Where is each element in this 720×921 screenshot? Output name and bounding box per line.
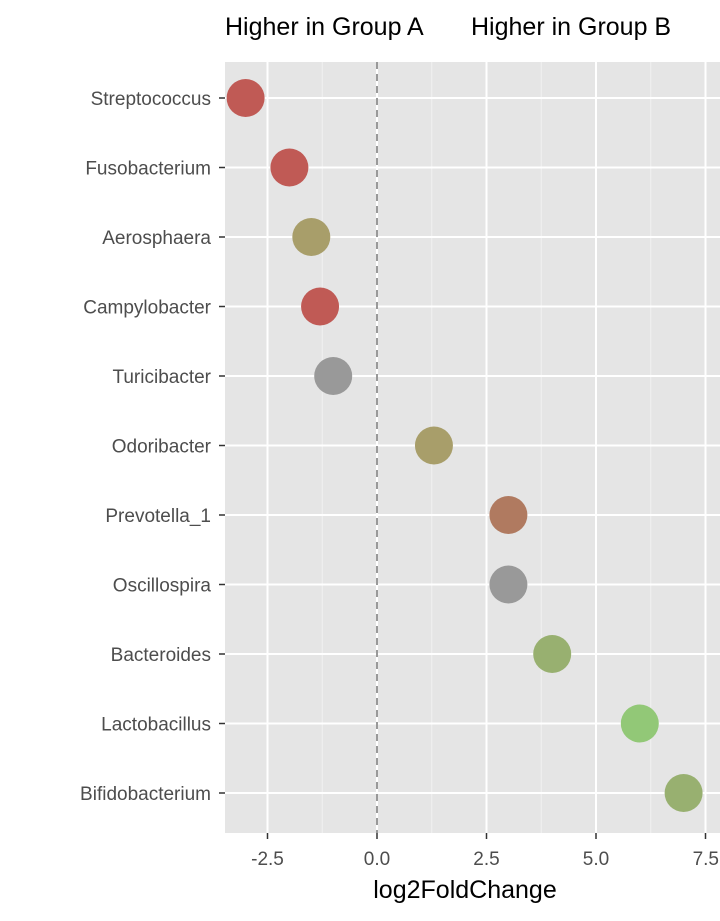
data-point xyxy=(533,635,572,673)
data-point xyxy=(226,79,265,117)
x-tick-label: 7.5 xyxy=(693,849,719,870)
data-point xyxy=(414,426,453,465)
data-point xyxy=(664,774,703,812)
x-axis: -2.5 0.0 2.5 5.0 7.5 xyxy=(251,833,719,870)
y-tick-label: Fusobacterium xyxy=(85,159,211,180)
x-tick-label: 0.0 xyxy=(364,849,390,870)
y-tick-label: Odoribacter xyxy=(112,437,212,458)
data-point xyxy=(301,287,340,326)
y-tick-label: Aerosphaera xyxy=(102,228,211,249)
y-axis: Streptococcus Fusobacterium Aerosphaera Cam… xyxy=(80,89,225,805)
y-tick-label: Lactobacillus xyxy=(101,715,211,736)
x-tick-label: -2.5 xyxy=(251,849,284,870)
title-right: Higher in Group B xyxy=(471,13,671,41)
data-point xyxy=(620,704,659,743)
points xyxy=(226,79,703,812)
plot-panel xyxy=(225,62,720,833)
y-tick-label: Bifidobacterium xyxy=(80,784,211,805)
x-tick-label: 2.5 xyxy=(473,849,499,870)
x-axis-title: log2FoldChange xyxy=(373,876,556,904)
data-point xyxy=(314,357,353,395)
data-point xyxy=(292,218,331,256)
data-point xyxy=(489,565,528,604)
y-tick-label: Campylobacter xyxy=(83,298,211,319)
data-point xyxy=(489,496,528,534)
y-tick-label: Bacteroides xyxy=(111,645,211,666)
y-tick-label: Turicibacter xyxy=(112,367,211,388)
data-point xyxy=(270,148,309,187)
y-tick-label: Oscillospira xyxy=(113,576,212,597)
y-tick-label: Prevotella_1 xyxy=(105,506,211,527)
title-left: Higher in Group A xyxy=(225,13,424,41)
y-tick-label: Streptococcus xyxy=(91,89,211,110)
x-tick-label: 5.0 xyxy=(583,849,609,870)
